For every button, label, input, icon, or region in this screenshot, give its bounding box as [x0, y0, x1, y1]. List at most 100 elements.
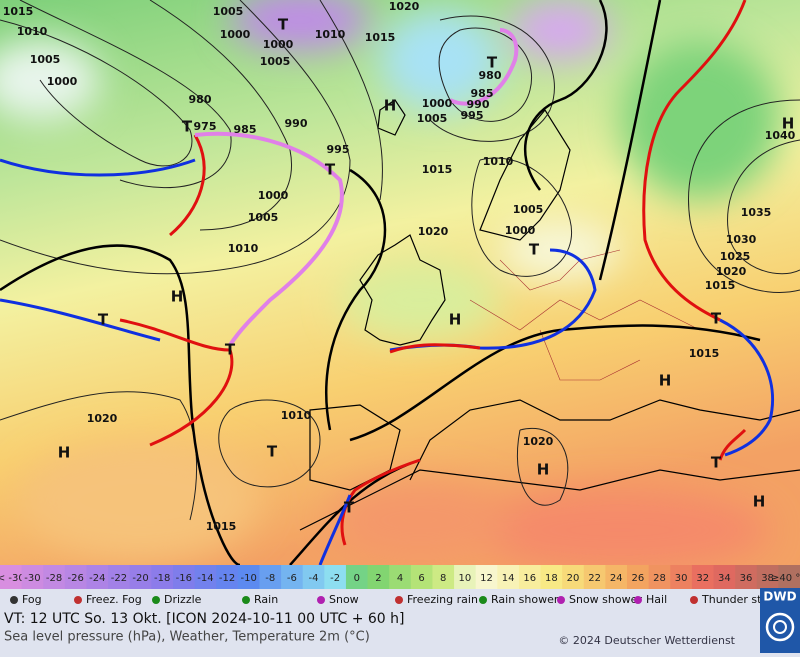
scale-label: 28 [653, 573, 666, 584]
pressure-label: 1015 [365, 31, 396, 44]
map: 1015 1010 1005 1000 1005 1000 1000 1005 1010 1020… [0, 0, 800, 570]
pressure-label: 980 [189, 93, 212, 106]
scale-cell [583, 565, 606, 589]
scale-label: 26 [631, 573, 644, 584]
scale-cell [389, 565, 412, 589]
scale-label: -12 [219, 573, 235, 584]
legend-icon [317, 596, 325, 604]
high-pressure-center: H [449, 311, 462, 329]
scale-cell [648, 565, 671, 589]
scale-label: 14 [502, 573, 515, 584]
legend-background [0, 589, 760, 612]
pressure-label: 1005 [30, 53, 61, 66]
scale-label: -22 [111, 573, 127, 584]
pressure-label: 1005 [417, 112, 448, 125]
scale-label: -6 [287, 573, 297, 584]
footer: VT: 12 UTC So. 13 Okt. [ICON 2024-10-11 … [0, 588, 800, 653]
pressure-label: 1010 [228, 242, 259, 255]
temperature-scale: < -30 -30 -28 -26 -24 -22 -20 -18 -16 -14 -12 -10 -8… [0, 565, 800, 589]
logo: DWD [763, 590, 796, 604]
copyright: © 2024 Deutscher Wetterdienst [558, 634, 735, 647]
pressure-label: 1005 [260, 55, 291, 68]
scale-cell [670, 565, 693, 589]
low-pressure-center: T [98, 311, 109, 329]
low-pressure-center: T [529, 241, 540, 259]
scale-label: -2 [330, 573, 340, 584]
scale-cell [562, 565, 585, 589]
pressure-label: 995 [327, 143, 350, 156]
pressure-label: 1005 [213, 5, 244, 18]
pressure-label: 1010 [315, 28, 346, 41]
scale-cell [518, 565, 542, 589]
scale-label: 8 [440, 573, 446, 584]
valid-time: VT: 12 UTC So. 13 Okt. [ICON 2024-10-11 … [4, 611, 404, 627]
scale-label: -20 [132, 573, 148, 584]
pressure-label: 990 [285, 117, 308, 130]
logo-swirl-inner [773, 620, 787, 634]
scale-label: -14 [197, 573, 213, 584]
scale-cell [410, 565, 433, 589]
high-pressure-center: H [171, 288, 184, 306]
high-pressure-center: H [782, 115, 795, 133]
legend-icon [152, 596, 160, 604]
low-pressure-center: T [225, 341, 236, 359]
pressure-label: 1005 [513, 203, 544, 216]
pressure-label: 1020 [418, 225, 449, 238]
pressure-label: 1000 [505, 224, 536, 237]
scale-label: 20 [567, 573, 580, 584]
scale-label: -8 [265, 573, 275, 584]
scale-cell [778, 565, 800, 589]
low-pressure-center: T [344, 499, 355, 517]
scale-cell [605, 565, 628, 589]
scale-cell [735, 565, 758, 589]
scale-label: -18 [154, 573, 170, 584]
borders [469, 249, 701, 381]
scale-label: -30 [24, 573, 40, 584]
scale-cell [345, 565, 369, 589]
scale-cell [432, 565, 455, 589]
scale-cell [454, 565, 477, 589]
scale-label: 2 [375, 573, 381, 584]
pressure-label: 1020 [716, 265, 747, 278]
scale-label: 12 [480, 573, 493, 584]
scale-cell [540, 565, 563, 589]
low-pressure-center: T [267, 443, 278, 461]
high-pressure-center: H [537, 461, 550, 479]
scale-label: -10 [240, 573, 256, 584]
pressure-label: 975 [194, 120, 217, 133]
legend-icon [557, 596, 565, 604]
scale-cell [216, 565, 239, 589]
scale-cell [713, 565, 736, 589]
legend-icon [74, 596, 82, 604]
scale-label: -28 [46, 573, 62, 584]
scale-cell [324, 565, 347, 589]
scale-cell [475, 565, 498, 589]
low-pressure-center: T [278, 16, 289, 34]
scale-cell [259, 565, 282, 589]
high-pressure-center: H [659, 372, 672, 390]
pressure-label: 1020 [87, 412, 118, 425]
temperature-field [0, 0, 780, 570]
pressure-label: 1035 [741, 206, 772, 219]
pressure-label: 1010 [483, 155, 514, 168]
scale-cell [367, 565, 390, 589]
legend-icon [10, 596, 18, 604]
scale-label: 24 [610, 573, 623, 584]
scale-label: ≥40 °C [771, 573, 800, 584]
map-labels: 1015 1010 1005 1000 1005 1000 1000 1005 1010 1020… [3, 0, 796, 533]
high-pressure-center: H [384, 97, 397, 115]
legend-label: Snow shower [569, 593, 642, 606]
legend-label: Fog [22, 593, 42, 606]
pressure-label: 985 [234, 123, 257, 136]
legend-label: Drizzle [164, 593, 202, 606]
scale-cell [627, 565, 650, 589]
pressure-label: 1015 [705, 279, 736, 292]
logo-swirl [765, 612, 795, 642]
pressure-label: 995 [461, 109, 484, 122]
fronts [0, 0, 775, 566]
high-pressure-center: H [58, 444, 71, 462]
legend-icon [634, 596, 642, 604]
scale-cell [172, 565, 196, 589]
scale-cell [129, 565, 152, 589]
scale-label: -4 [309, 573, 319, 584]
